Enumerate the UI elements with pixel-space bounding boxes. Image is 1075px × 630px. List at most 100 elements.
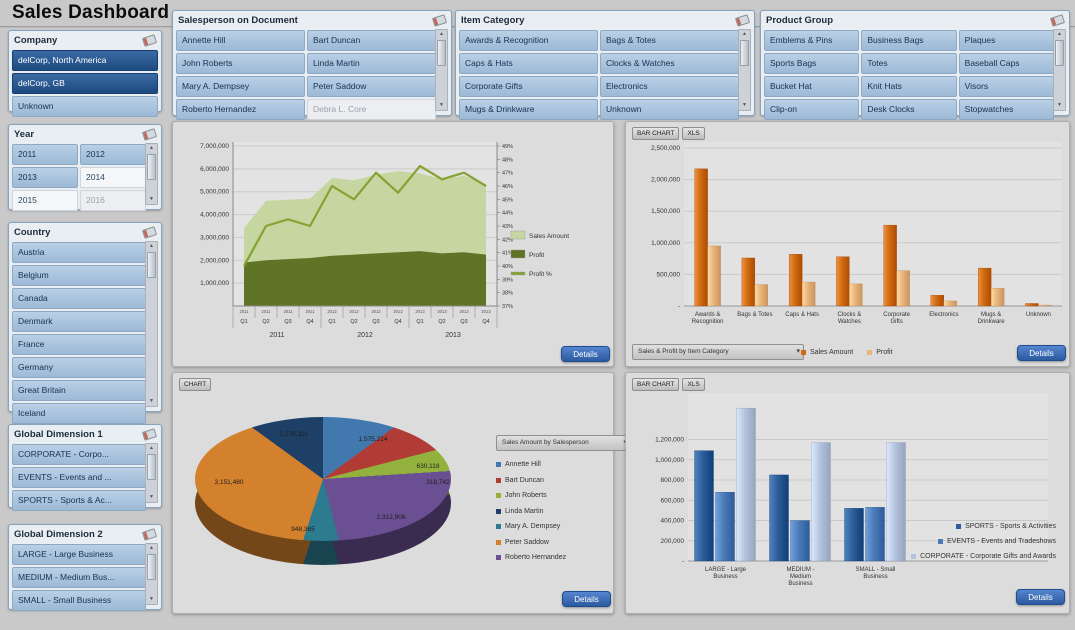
legend-label: Peter Saddow xyxy=(505,538,549,546)
filter-item-linda-martin[interactable]: Linda Martin xyxy=(307,53,436,74)
filter-item-totes[interactable]: Totes xyxy=(861,53,957,74)
legend-item[interactable]: Peter Saddow xyxy=(496,535,611,551)
clear-filter-icon[interactable] xyxy=(1049,14,1066,27)
legend-item[interactable]: EVENTS - Events and Tradeshows xyxy=(801,534,1056,549)
legend-item[interactable]: Mary A. Dempsey xyxy=(496,519,611,535)
pie-surface[interactable] xyxy=(195,417,451,541)
clear-filter-icon[interactable] xyxy=(141,128,158,141)
scrollbar[interactable] xyxy=(145,143,158,205)
clear-filter-icon[interactable] xyxy=(734,14,751,27)
legend-item[interactable]: CORPORATE - Corporate Gifts and Awards xyxy=(801,549,1056,564)
filter-item-sports-sports-ac[interactable]: SPORTS - Sports & Ac... xyxy=(12,490,146,511)
filter-item-2013[interactable]: 2013 xyxy=(12,167,78,188)
legend-item[interactable]: SPORTS - Sports & Activities xyxy=(801,519,1056,534)
clear-filter-icon[interactable] xyxy=(141,528,158,541)
filter-item-mugs-drinkware[interactable]: Mugs & Drinkware xyxy=(459,99,598,120)
area-chart[interactable]: 1,000,000 2,000,000 3,000,000 4,000,000 5,00… xyxy=(175,128,611,340)
filter-item-corporate-gifts[interactable]: Corporate Gifts xyxy=(459,76,598,97)
filter-item-clip-on[interactable]: Clip-on xyxy=(764,99,860,120)
filter-item-emblems-pins[interactable]: Emblems & Pins xyxy=(764,30,860,51)
filter-item-austria[interactable]: Austria xyxy=(12,242,146,263)
filter-item-knit-hats[interactable]: Knit Hats xyxy=(861,76,957,97)
filter-item-roberto-hernandez[interactable]: Roberto Hernandez xyxy=(176,99,305,120)
scrollbar[interactable] xyxy=(145,543,158,605)
legend-item[interactable]: Linda Martin xyxy=(496,504,611,520)
filter-item-canada[interactable]: Canada xyxy=(12,288,146,309)
details-button[interactable]: Details xyxy=(1017,345,1066,361)
details-button[interactable]: Details xyxy=(1016,589,1065,605)
scrollbar[interactable] xyxy=(1053,29,1066,111)
bar-chart[interactable]: 500,000 1,000,000 1,500,000 2,000,000 2,500,… xyxy=(628,136,1067,336)
svg-text:49%: 49% xyxy=(502,144,513,150)
svg-text:2013: 2013 xyxy=(437,309,447,314)
clear-filter-icon[interactable] xyxy=(141,226,158,239)
filter-item-events-events-and[interactable]: EVENTS - Events and ... xyxy=(12,467,146,488)
scrollbar[interactable] xyxy=(145,443,158,503)
filter-item-stopwatches[interactable]: Stopwatches xyxy=(958,99,1054,120)
filter-item-2015[interactable]: 2015 xyxy=(12,190,78,211)
filter-item-great-britain[interactable]: Great Britain xyxy=(12,380,146,401)
filter-item-bucket-hat[interactable]: Bucket Hat xyxy=(764,76,860,97)
filter-item-electronics[interactable]: Electronics xyxy=(600,76,739,97)
legend-item[interactable]: Roberto Hernandez xyxy=(496,550,611,566)
legend-item[interactable]: John Roberts xyxy=(496,488,611,504)
details-button[interactable]: Details xyxy=(561,346,610,362)
filter-item-annette-hill[interactable]: Annette Hill xyxy=(176,30,305,51)
legend-item[interactable]: Profit xyxy=(867,345,893,359)
filter-item-denmark[interactable]: Denmark xyxy=(12,311,146,332)
filter-item-john-roberts[interactable]: John Roberts xyxy=(176,53,305,74)
filter-item-unknown[interactable]: Unknown xyxy=(12,96,158,117)
filter-item-baseball-caps[interactable]: Baseball Caps xyxy=(958,53,1054,74)
filter-item-2011[interactable]: 2011 xyxy=(12,144,78,165)
filter-item-2014[interactable]: 2014 xyxy=(80,167,146,188)
pie-dimension-dropdown[interactable]: Sales Amount by Salesperson xyxy=(496,435,631,451)
filter-item-peter-saddow[interactable]: Peter Saddow xyxy=(307,76,436,97)
legend-item[interactable]: Annette Hill xyxy=(496,457,611,473)
svg-text:Business: Business xyxy=(863,574,887,580)
scrollbar[interactable] xyxy=(145,241,158,407)
filter-item-plaques[interactable]: Plaques xyxy=(958,30,1054,51)
filter-item-sports-bags[interactable]: Sports Bags xyxy=(764,53,860,74)
export-xls-button[interactable]: XLS xyxy=(682,127,705,140)
filter-item-medium-medium-bus[interactable]: MEDIUM - Medium Bus... xyxy=(12,567,146,588)
filter-item-delcorp-gb[interactable]: delCorp, GB xyxy=(12,73,158,94)
filter-item-large-large-business[interactable]: LARGE - Large Business xyxy=(12,544,146,565)
filter-item-corporate-corpo[interactable]: CORPORATE - Corpo... xyxy=(12,444,146,465)
export-xls-button[interactable]: XLS xyxy=(682,378,705,391)
legend-item[interactable]: Sales Amount xyxy=(801,345,853,359)
filter-item-france[interactable]: France xyxy=(12,334,146,355)
filter-item-iceland[interactable]: Iceland xyxy=(12,403,146,424)
clear-filter-icon[interactable] xyxy=(141,34,158,47)
filter-item-belgium[interactable]: Belgium xyxy=(12,265,146,286)
filter-item-debra-l-core[interactable]: Debra L. Core xyxy=(307,99,436,120)
legend-item[interactable]: Bart Duncan xyxy=(496,473,611,489)
chart-type-button[interactable]: BAR CHART xyxy=(632,378,680,391)
chart-type-button[interactable]: CHART xyxy=(179,378,212,391)
filter-item-germany[interactable]: Germany xyxy=(12,357,146,378)
pie-chart[interactable] xyxy=(195,417,451,567)
filter-item-mary-a-dempsey[interactable]: Mary A. Dempsey xyxy=(176,76,305,97)
filter-item-2016[interactable]: 2016 xyxy=(80,190,146,211)
filter-item-2012[interactable]: 2012 xyxy=(80,144,146,165)
scrollbar[interactable] xyxy=(738,29,751,111)
filter-item-visors[interactable]: Visors xyxy=(958,76,1054,97)
filter-item-small-small-business[interactable]: SMALL - Small Business xyxy=(12,590,146,611)
filter-item-caps-hats[interactable]: Caps & Hats xyxy=(459,53,598,74)
clear-filter-icon[interactable] xyxy=(141,428,158,441)
filter-item-bags-totes[interactable]: Bags & Totes xyxy=(600,30,739,51)
filter-item-awards-recognition[interactable]: Awards & Recognition xyxy=(459,30,598,51)
filter-item-clocks-watches[interactable]: Clocks & Watches xyxy=(600,53,739,74)
chart-type-button[interactable]: BAR CHART xyxy=(632,127,680,140)
dimension2-column-chart-panel: BAR CHART XLS 200,000 400,000 600,000 800,0… xyxy=(625,372,1070,614)
filter-item-delcorp-north-america[interactable]: delCorp, North America xyxy=(12,50,158,71)
clear-filter-icon[interactable] xyxy=(431,14,448,27)
filter-item-bart-duncan[interactable]: Bart Duncan xyxy=(307,30,436,51)
filter-item-business-bags[interactable]: Business Bags xyxy=(861,30,957,51)
column-chart[interactable]: 200,000 400,000 600,000 800,000 1,000,000 1,2… xyxy=(628,379,1067,589)
filter-item-unknown[interactable]: Unknown xyxy=(600,99,739,120)
filter-item-desk-clocks[interactable]: Desk Clocks xyxy=(861,99,957,120)
details-button[interactable]: Details xyxy=(562,591,611,607)
chart-dimension-dropdown[interactable]: Sales & Profit by Item Category xyxy=(632,344,804,360)
pie-slice-label: 2,312,906 xyxy=(376,514,406,521)
scrollbar[interactable] xyxy=(435,29,448,111)
